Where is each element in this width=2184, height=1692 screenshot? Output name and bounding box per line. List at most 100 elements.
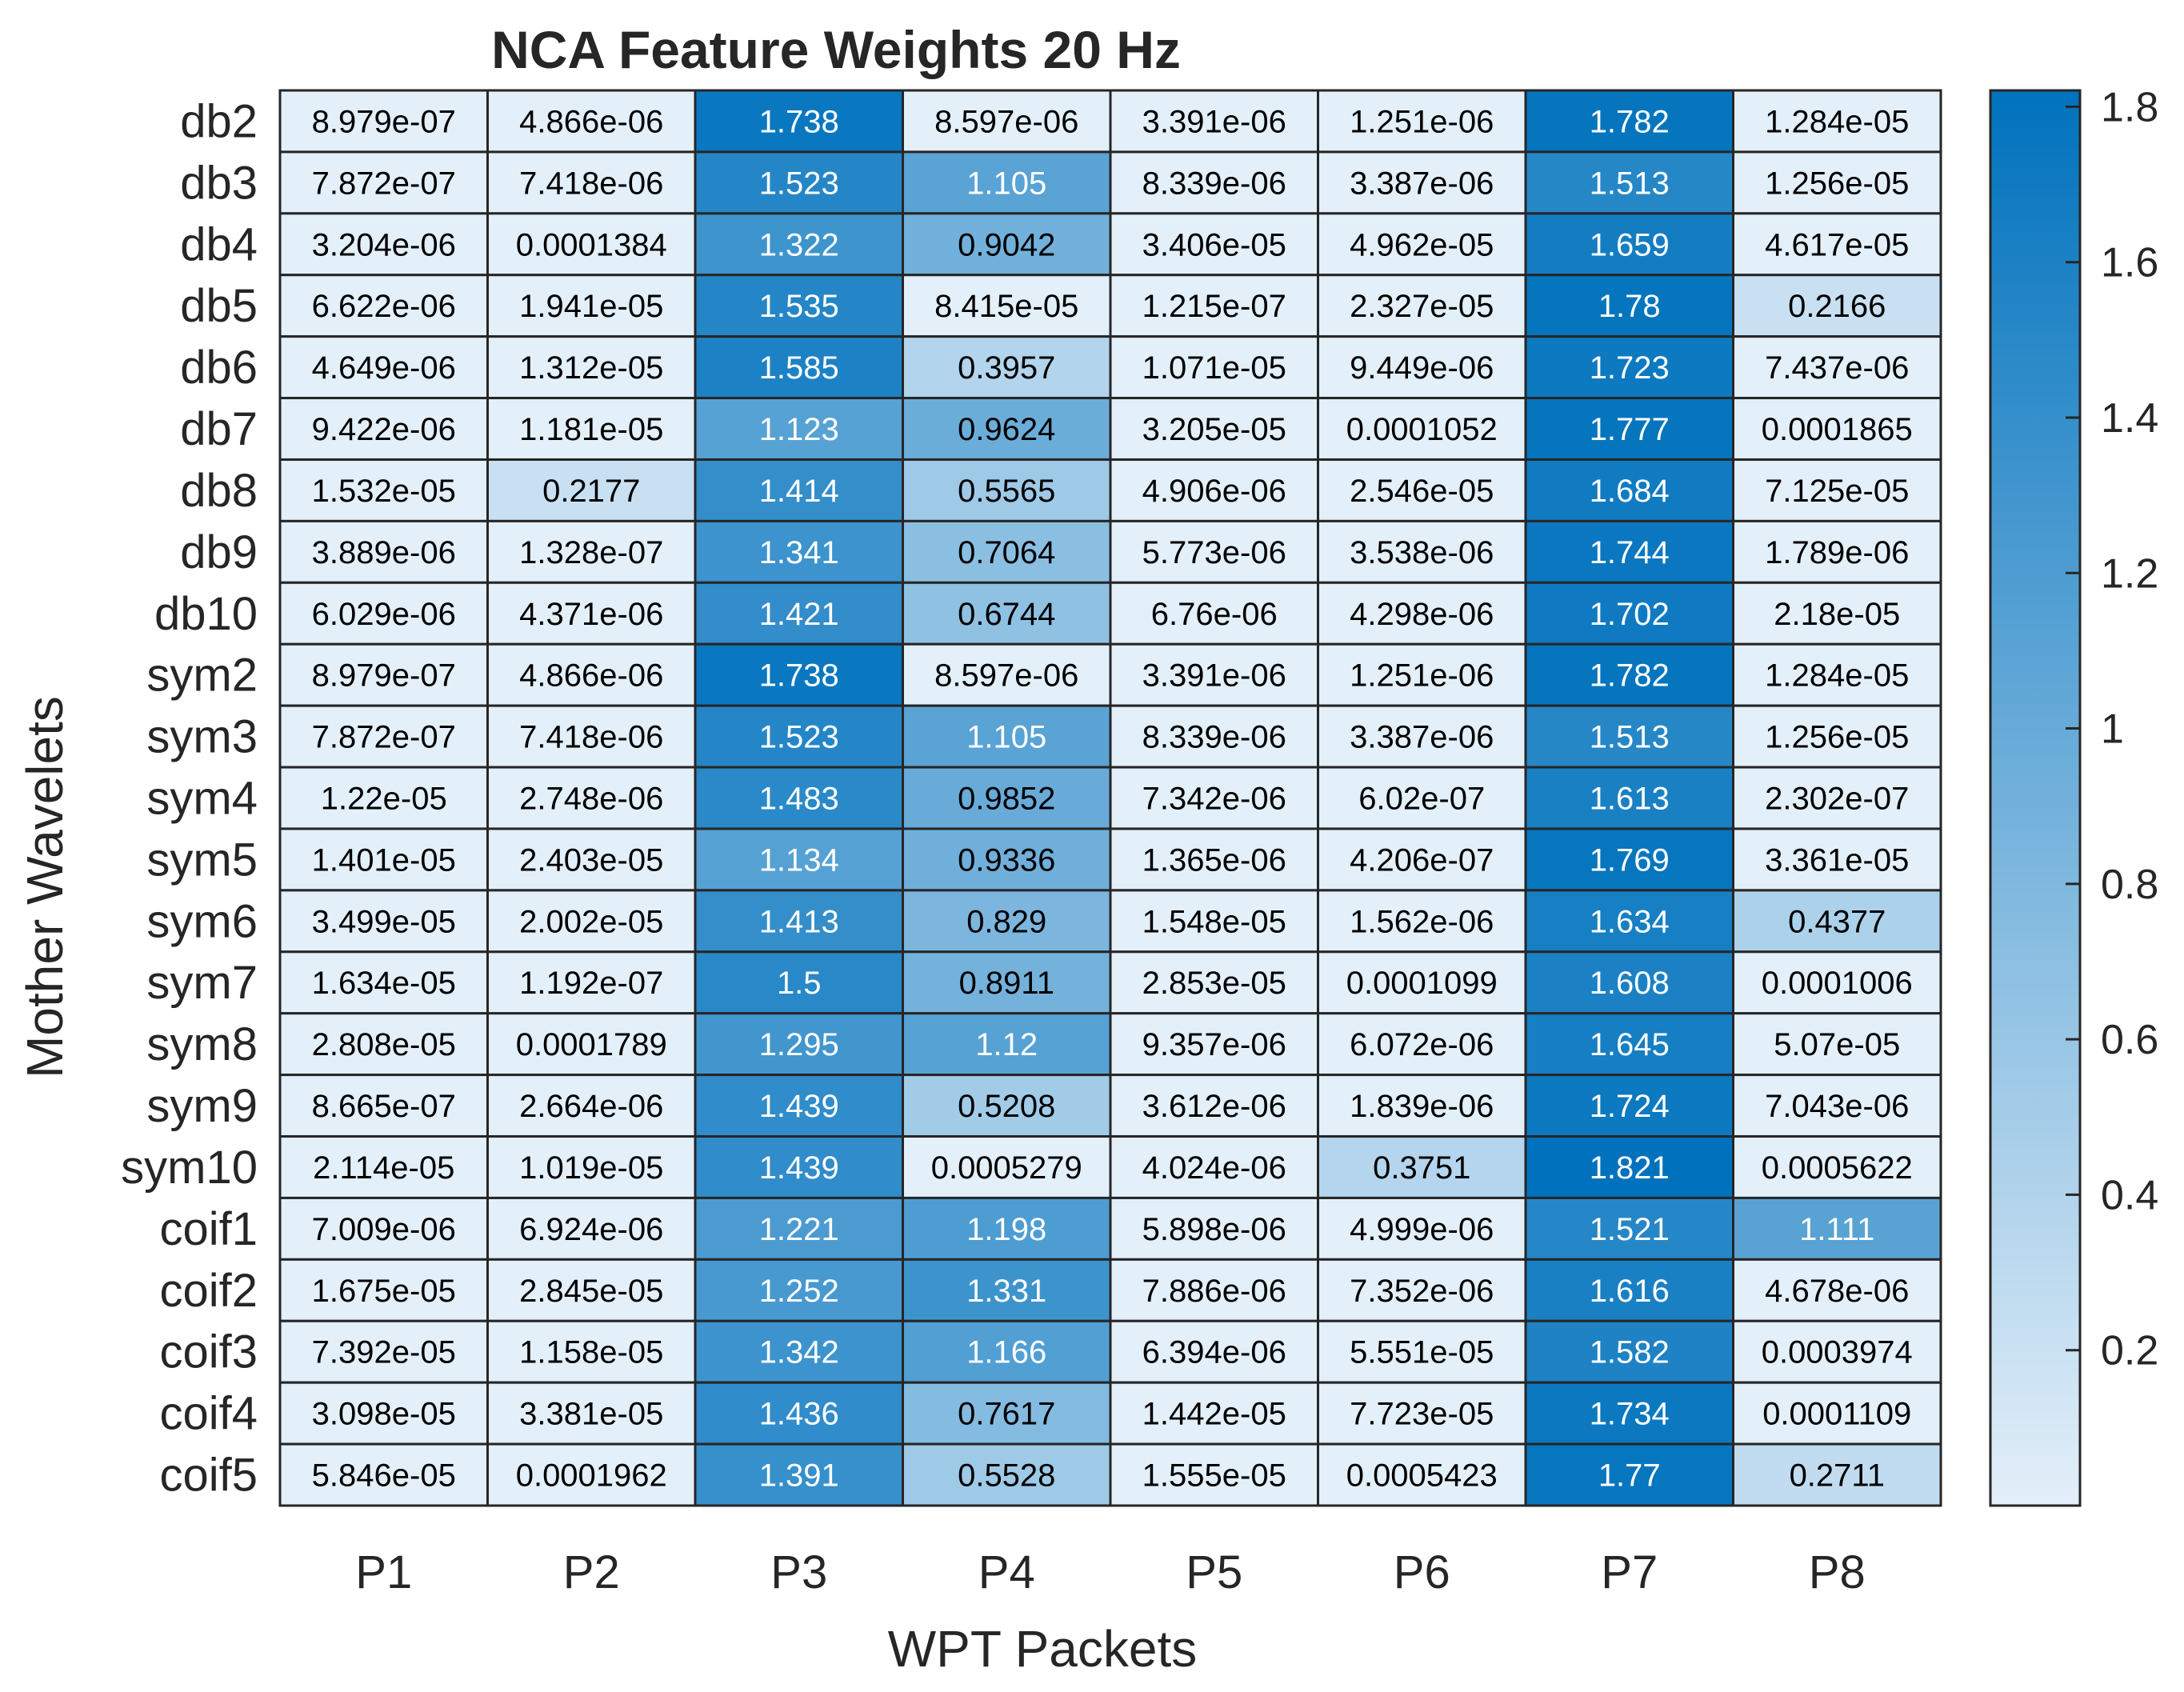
cell-value-label: 0.8911 bbox=[959, 966, 1054, 1001]
cell-value-label: 3.391e-06 bbox=[1142, 104, 1286, 139]
heatmap-cell bbox=[486, 704, 697, 769]
cell-value-label: 1.675e-05 bbox=[312, 1274, 456, 1309]
heatmap-cell bbox=[694, 1074, 904, 1138]
cell-value-label: 7.009e-06 bbox=[312, 1212, 456, 1247]
cell-value-label: 1.523 bbox=[759, 166, 839, 201]
y-tick-label: sym4 bbox=[146, 773, 258, 825]
heatmap-cell bbox=[1524, 458, 1734, 522]
heatmap-cell bbox=[902, 274, 1112, 338]
cell-value-label: 1.634e-05 bbox=[312, 966, 456, 1001]
heatmap-cell bbox=[1317, 1442, 1527, 1507]
cell-value-label: 6.622e-06 bbox=[312, 289, 456, 324]
heatmap-cell bbox=[1524, 1196, 1734, 1261]
cell-value-label: 8.597e-06 bbox=[934, 658, 1078, 694]
cell-value-label: 1.616 bbox=[1590, 1274, 1670, 1309]
cell-value-label: 1.839e-06 bbox=[1350, 1089, 1494, 1124]
heatmap-cell bbox=[694, 827, 904, 892]
cell-value-label: 6.029e-06 bbox=[312, 597, 456, 632]
cell-value-label: 2.664e-06 bbox=[519, 1089, 663, 1124]
cell-value-label: 1.821 bbox=[1590, 1150, 1670, 1186]
cell-value-label: 7.125e-05 bbox=[1765, 474, 1909, 509]
heatmap-cell bbox=[1317, 642, 1527, 707]
cell-value-label: 1.548e-05 bbox=[1142, 904, 1286, 939]
y-tick-label: db4 bbox=[180, 218, 258, 270]
cell-value-label: 6.072e-06 bbox=[1350, 1027, 1494, 1062]
cell-value-label: 5.551e-05 bbox=[1350, 1335, 1494, 1370]
cell-value-label: 0.0001789 bbox=[516, 1027, 667, 1062]
cell-value-label: 1.941e-05 bbox=[519, 289, 663, 324]
heatmap-cell bbox=[902, 581, 1112, 646]
cell-value-label: 8.339e-06 bbox=[1142, 166, 1286, 201]
heatmap-cell bbox=[1317, 581, 1527, 646]
cell-value-label: 0.0005423 bbox=[1346, 1458, 1498, 1494]
cell-value-label: 7.886e-06 bbox=[1142, 1274, 1286, 1309]
heatmap-cell bbox=[694, 519, 904, 584]
cell-value-label: 7.418e-06 bbox=[519, 720, 663, 755]
cell-value-label: 1.439 bbox=[759, 1089, 839, 1124]
cell-value-label: 0.5208 bbox=[958, 1089, 1055, 1124]
y-tick-label: sym5 bbox=[146, 834, 258, 886]
heatmap-cell bbox=[1317, 458, 1527, 522]
cell-value-label: 1.111 bbox=[1799, 1212, 1874, 1247]
heatmap-cell bbox=[902, 704, 1112, 769]
cell-value-label: 0.0001006 bbox=[1762, 966, 1913, 1001]
heatmap-cell bbox=[694, 458, 904, 522]
heatmap-cell bbox=[1732, 1012, 1942, 1077]
heatmap-cell bbox=[1524, 1135, 1734, 1199]
heatmap-cell bbox=[1317, 1196, 1527, 1261]
heatmap-cell bbox=[1732, 1135, 1942, 1199]
heatmap-cell bbox=[1109, 335, 1319, 400]
heatmap-cell bbox=[1732, 950, 1942, 1015]
cell-value-label: 0.0001384 bbox=[516, 227, 667, 262]
heatmap-cell bbox=[694, 642, 904, 707]
heatmap-cell bbox=[1524, 212, 1734, 277]
cell-value-label: 6.924e-06 bbox=[519, 1212, 663, 1247]
heatmap-cell bbox=[486, 642, 697, 707]
cell-value-label: 7.418e-06 bbox=[519, 166, 663, 201]
heatmap-cell bbox=[1109, 458, 1319, 522]
heatmap-cell bbox=[278, 1074, 489, 1138]
cell-value-label: 7.437e-06 bbox=[1765, 350, 1909, 386]
y-tick-label: coif3 bbox=[159, 1326, 258, 1378]
cell-value-label: 5.846e-05 bbox=[312, 1458, 456, 1494]
cell-value-label: 2.853e-05 bbox=[1142, 966, 1286, 1001]
heatmap-cell bbox=[486, 150, 697, 215]
cell-value-label: 1.585 bbox=[759, 350, 839, 386]
heatmap-cell bbox=[1317, 1319, 1527, 1384]
cell-value-label: 0.9336 bbox=[958, 842, 1055, 878]
cell-value-label: 4.962e-05 bbox=[1350, 227, 1494, 262]
heatmap-cell bbox=[902, 1258, 1112, 1322]
y-tick-label: db9 bbox=[180, 526, 258, 578]
cell-value-label: 1.521 bbox=[1590, 1212, 1670, 1247]
cell-value-label: 7.723e-05 bbox=[1350, 1397, 1494, 1432]
heatmap-cell bbox=[1524, 397, 1734, 461]
heatmap-cell bbox=[486, 397, 697, 461]
heatmap-cell bbox=[1732, 397, 1942, 461]
heatmap-cell bbox=[1317, 89, 1527, 154]
cell-value-label: 9.449e-06 bbox=[1350, 350, 1494, 386]
colorbar-ticks: 0.2 0.4 0.6 0.8 1 1.2 1.4 1.6 1.8 bbox=[2066, 84, 2158, 1374]
cell-value-label: 1.192e-07 bbox=[519, 966, 663, 1001]
cell-value-label: 8.415e-05 bbox=[934, 289, 1078, 324]
cell-value-label: 1.734 bbox=[1590, 1397, 1670, 1432]
heatmap-cell bbox=[1732, 212, 1942, 277]
heatmap-cell bbox=[1524, 950, 1734, 1015]
heatmap-cell bbox=[694, 1135, 904, 1199]
cell-value-label: 1.322 bbox=[759, 227, 839, 262]
heatmap-cell bbox=[694, 274, 904, 338]
y-tick-label: db8 bbox=[180, 465, 258, 517]
cell-value-label: 1.22e-05 bbox=[321, 782, 447, 817]
cell-value-label: 3.499e-05 bbox=[312, 904, 456, 939]
cell-value-label: 0.0005622 bbox=[1762, 1150, 1913, 1186]
heatmap-cell bbox=[278, 704, 489, 769]
cell-value-label: 3.889e-06 bbox=[312, 535, 456, 570]
cell-value-label: 0.2711 bbox=[1790, 1458, 1885, 1494]
cell-value-label: 8.979e-07 bbox=[312, 658, 456, 694]
heatmap-cell bbox=[1109, 1196, 1319, 1261]
colorbar-gradient bbox=[1989, 89, 2082, 1507]
cell-value-label: 1.77 bbox=[1598, 1458, 1661, 1494]
cell-value-label: 0.0001865 bbox=[1762, 412, 1913, 447]
heatmap-cell bbox=[1732, 519, 1942, 584]
heatmap-cell bbox=[1317, 950, 1527, 1015]
heatmap-cell bbox=[1524, 704, 1734, 769]
